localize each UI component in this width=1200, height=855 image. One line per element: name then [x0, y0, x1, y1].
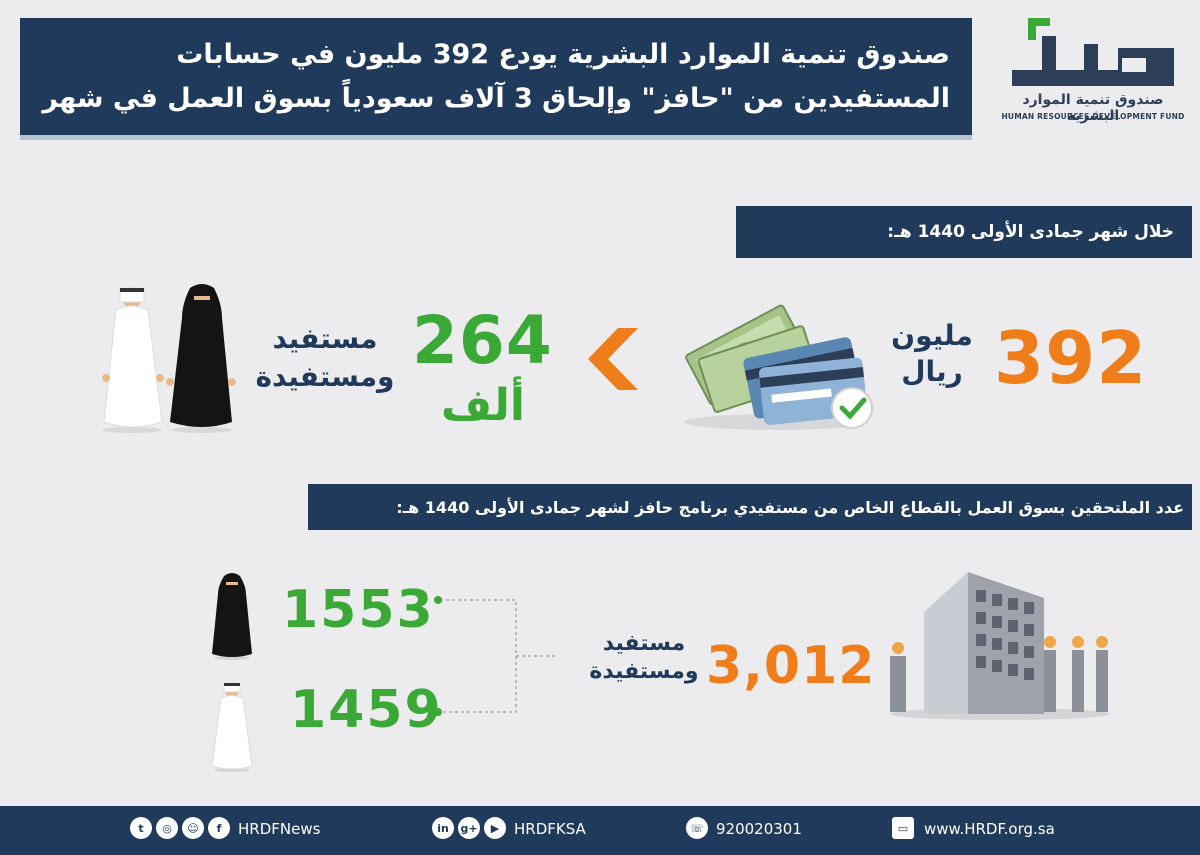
- facebook-icon[interactable]: f: [208, 817, 230, 839]
- total-hired-label-line1: مستفيد: [602, 631, 686, 656]
- beneficiaries-label: مستفيد ومستفيدة: [250, 320, 400, 396]
- footer-social-handle-2[interactable]: HRDFKSA: [514, 820, 586, 838]
- building-workers-icon: [890, 572, 1110, 720]
- female-figure-icon: [212, 573, 252, 660]
- title-line-2: المستفيدين من "حافز" وإلحاق 3 آلاف سعودي…: [42, 82, 950, 114]
- monitor-icon: ▭: [892, 817, 914, 839]
- youtube-icon[interactable]: ▶: [484, 817, 506, 839]
- amount-unit: مليون ريال: [880, 318, 984, 390]
- total-hired-label-line2: ومستفيدة: [589, 659, 699, 684]
- title-banner: صندوق تنمية الموارد البشرية يودع 392 ملي…: [20, 18, 972, 140]
- hrdf-logo-icon: [1012, 18, 1174, 86]
- amount-value: 392: [994, 316, 1148, 400]
- male-hired-value: 1459: [290, 680, 443, 740]
- phone-icon: ☏: [686, 817, 708, 839]
- title-line-1: صندوق تنمية الموارد البشرية يودع 392 ملي…: [176, 38, 950, 70]
- connector-lines: [434, 596, 556, 716]
- total-hired-label: مستفيد ومستفيدة: [584, 630, 704, 686]
- total-hired-value: 3,012: [706, 636, 876, 696]
- twitter-icon[interactable]: t: [130, 817, 152, 839]
- beneficiaries-label-line2: ومستفيدة: [255, 360, 395, 393]
- section1-label: خلال شهر جمادى الأولى 1440 هـ:: [736, 206, 1192, 258]
- beneficiaries-value: 264: [412, 302, 553, 379]
- footer-website[interactable]: www.HRDF.org.sa: [924, 820, 1055, 838]
- money-cards-icon: [684, 304, 873, 430]
- amount-unit-line1: مليون: [891, 319, 973, 352]
- section2-label: عدد الملتحقين بسوق العمل بالقطاع الخاص م…: [308, 484, 1192, 530]
- beneficiaries-unit: ألف: [440, 380, 525, 431]
- logo-english-text: HUMAN RESOURCES DEVELOPMENT FUND: [1001, 112, 1185, 121]
- male-figure-icon: [211, 682, 253, 772]
- chevron-left-icon: [588, 328, 638, 390]
- female-hired-value: 1553: [282, 580, 435, 640]
- instagram-icon[interactable]: ◎: [156, 817, 178, 839]
- logo-arabic-text: صندوق تنمية الموارد البشرية: [1022, 92, 1164, 124]
- linkedin-icon[interactable]: in: [432, 817, 454, 839]
- snapchat-icon[interactable]: ☺: [182, 817, 204, 839]
- amount-unit-line2: ريال: [901, 355, 963, 388]
- people-male-female-icon: [102, 284, 236, 433]
- footer-phone[interactable]: 920020301: [716, 820, 802, 838]
- googleplus-icon[interactable]: g+: [458, 817, 480, 839]
- beneficiaries-label-line1: مستفيد: [272, 322, 378, 355]
- footer-social-handle[interactable]: HRDFNews: [238, 820, 321, 838]
